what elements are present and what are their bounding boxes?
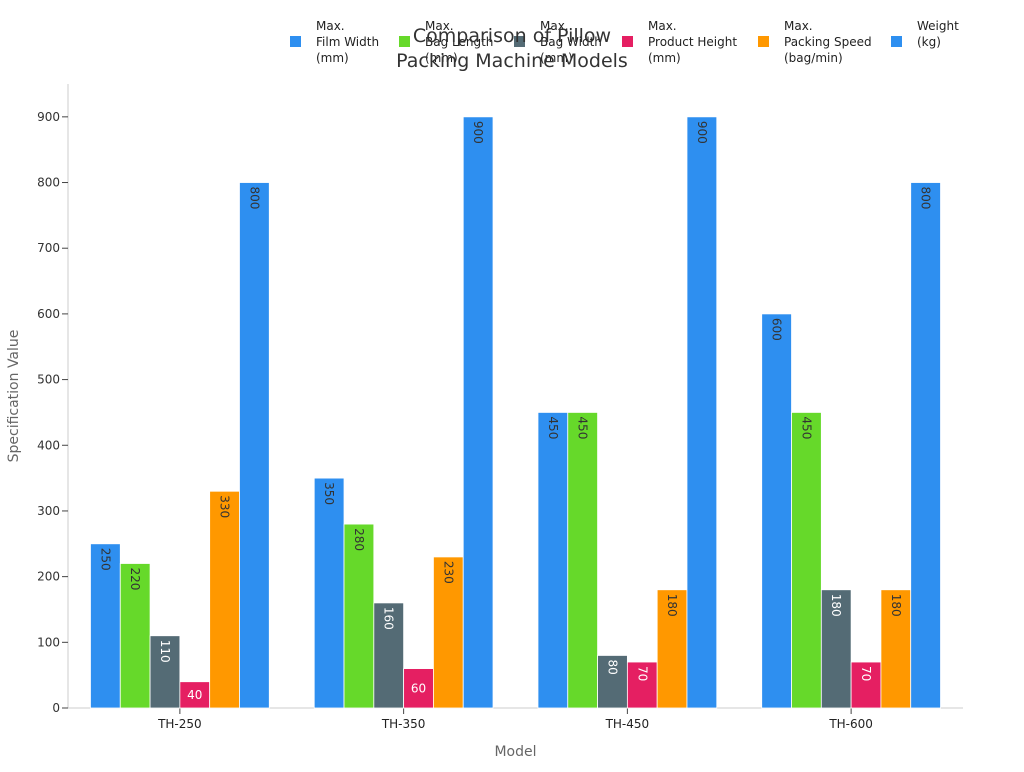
y-axis-label: Specification Value: [6, 330, 22, 463]
x-tick-label: TH-350: [381, 717, 426, 731]
bar-value-label: 280: [352, 528, 366, 551]
axes-group: 0 100 200 300 400 500 600 700 800 900 TH-250 TH-350…: [6, 84, 963, 760]
bar: [462, 116, 494, 709]
bar: [567, 412, 598, 709]
bar-value-label: 250: [98, 548, 112, 571]
bar-value-label: 350: [322, 482, 336, 505]
bar-value-label: 70: [635, 666, 649, 681]
chart-title-line: Packing Machine Models: [396, 50, 628, 72]
legend-label: Product Height: [648, 35, 737, 49]
bar: [403, 668, 434, 709]
bar: [433, 556, 464, 709]
y-tick-label: 600: [37, 307, 60, 321]
bar: [313, 477, 345, 709]
x-axis-label: Model: [494, 744, 536, 760]
x-tick-label: TH-600: [828, 717, 873, 731]
y-tick-label: 400: [37, 438, 60, 452]
bar: [910, 182, 941, 709]
legend-label: Packing Speed: [784, 35, 872, 49]
y-tick-label: 300: [37, 504, 60, 518]
legend-label: Max.: [316, 19, 345, 33]
legend-swatch: [514, 36, 525, 47]
bar: [656, 589, 688, 709]
bar: [880, 589, 912, 709]
legend-label: Bag Width: [540, 35, 602, 49]
bar-value-label: 80: [605, 659, 619, 674]
bar-value-label: 900: [471, 121, 485, 144]
bar-value-label: 180: [665, 594, 679, 617]
legend-swatch: [891, 36, 902, 47]
legend-label: (mm): [648, 51, 681, 65]
y-tick-label: 800: [37, 176, 60, 190]
legend-label: Bag Length: [425, 35, 493, 49]
bar: [537, 412, 569, 709]
legend-label: (bag/min): [784, 51, 843, 65]
legend-swatch: [290, 36, 301, 47]
chart-title: Comparison of Pillow Packing Machine Mode…: [396, 25, 628, 72]
bar: [209, 490, 240, 709]
x-tick-label: TH-250: [157, 717, 202, 731]
bar: [597, 655, 628, 709]
bar-value-label: 800: [919, 187, 933, 210]
bar: [149, 635, 181, 709]
bar: [179, 681, 211, 709]
bar-value-label: 330: [218, 495, 232, 518]
bar: [373, 602, 405, 709]
chart-title-line: Comparison of Pillow: [413, 25, 611, 47]
legend: Max. Film Width (mm) Max. Bag Length (mm) Max.…: [290, 19, 959, 65]
legend-label: Max.: [784, 19, 813, 33]
bar: [119, 563, 151, 709]
bar-value-label: 60: [411, 681, 426, 695]
legend-label: (mm): [425, 51, 458, 65]
legend-label: Film Width: [316, 35, 379, 49]
bar-value-label: 450: [799, 416, 813, 439]
legend-swatch: [622, 36, 633, 47]
bar-value-label: 600: [770, 318, 784, 341]
bar-value-label: 110: [158, 640, 172, 663]
bar-value-label: 220: [128, 567, 142, 590]
bar-value-label: 160: [382, 607, 396, 630]
bar: [239, 182, 270, 709]
bar-value-label: 180: [889, 594, 903, 617]
bar-value-label: 180: [829, 594, 843, 617]
bar-value-label: 450: [546, 416, 560, 439]
legend-label: Max.: [648, 19, 677, 33]
y-tick-label: 500: [37, 373, 60, 387]
legend-label: (mm): [540, 51, 573, 65]
bar: [850, 661, 882, 709]
bar-value-label: 900: [695, 121, 709, 144]
bar: [343, 523, 375, 709]
bars-group: 250 350 450 600 220 280 450 450 110 160 80 180 40 60 7…: [90, 116, 941, 709]
y-tick-label: 200: [37, 570, 60, 584]
legend-swatch: [399, 36, 410, 47]
bar: [820, 589, 852, 709]
bar: [686, 116, 718, 709]
x-tick-label: TH-450: [605, 717, 650, 731]
y-tick-label: 100: [37, 635, 60, 649]
legend-label: (mm): [316, 51, 349, 65]
y-tick-label: 0: [52, 701, 60, 715]
bar: [626, 661, 658, 709]
bar: [791, 412, 822, 709]
bar-value-label: 40: [187, 688, 202, 702]
y-tick-label: 900: [37, 110, 60, 124]
bar-value-label: 70: [859, 666, 873, 681]
legend-label: (kg): [917, 35, 941, 49]
legend-label: Weight: [917, 19, 959, 33]
bar-value-label: 230: [441, 561, 455, 584]
legend-label: Max.: [540, 19, 569, 33]
legend-swatch: [758, 36, 769, 47]
bar-value-label: 450: [576, 416, 590, 439]
bar: [761, 313, 792, 709]
bar-value-label: 800: [247, 187, 261, 210]
y-tick-label: 700: [37, 241, 60, 255]
legend-label: Max.: [425, 19, 454, 33]
